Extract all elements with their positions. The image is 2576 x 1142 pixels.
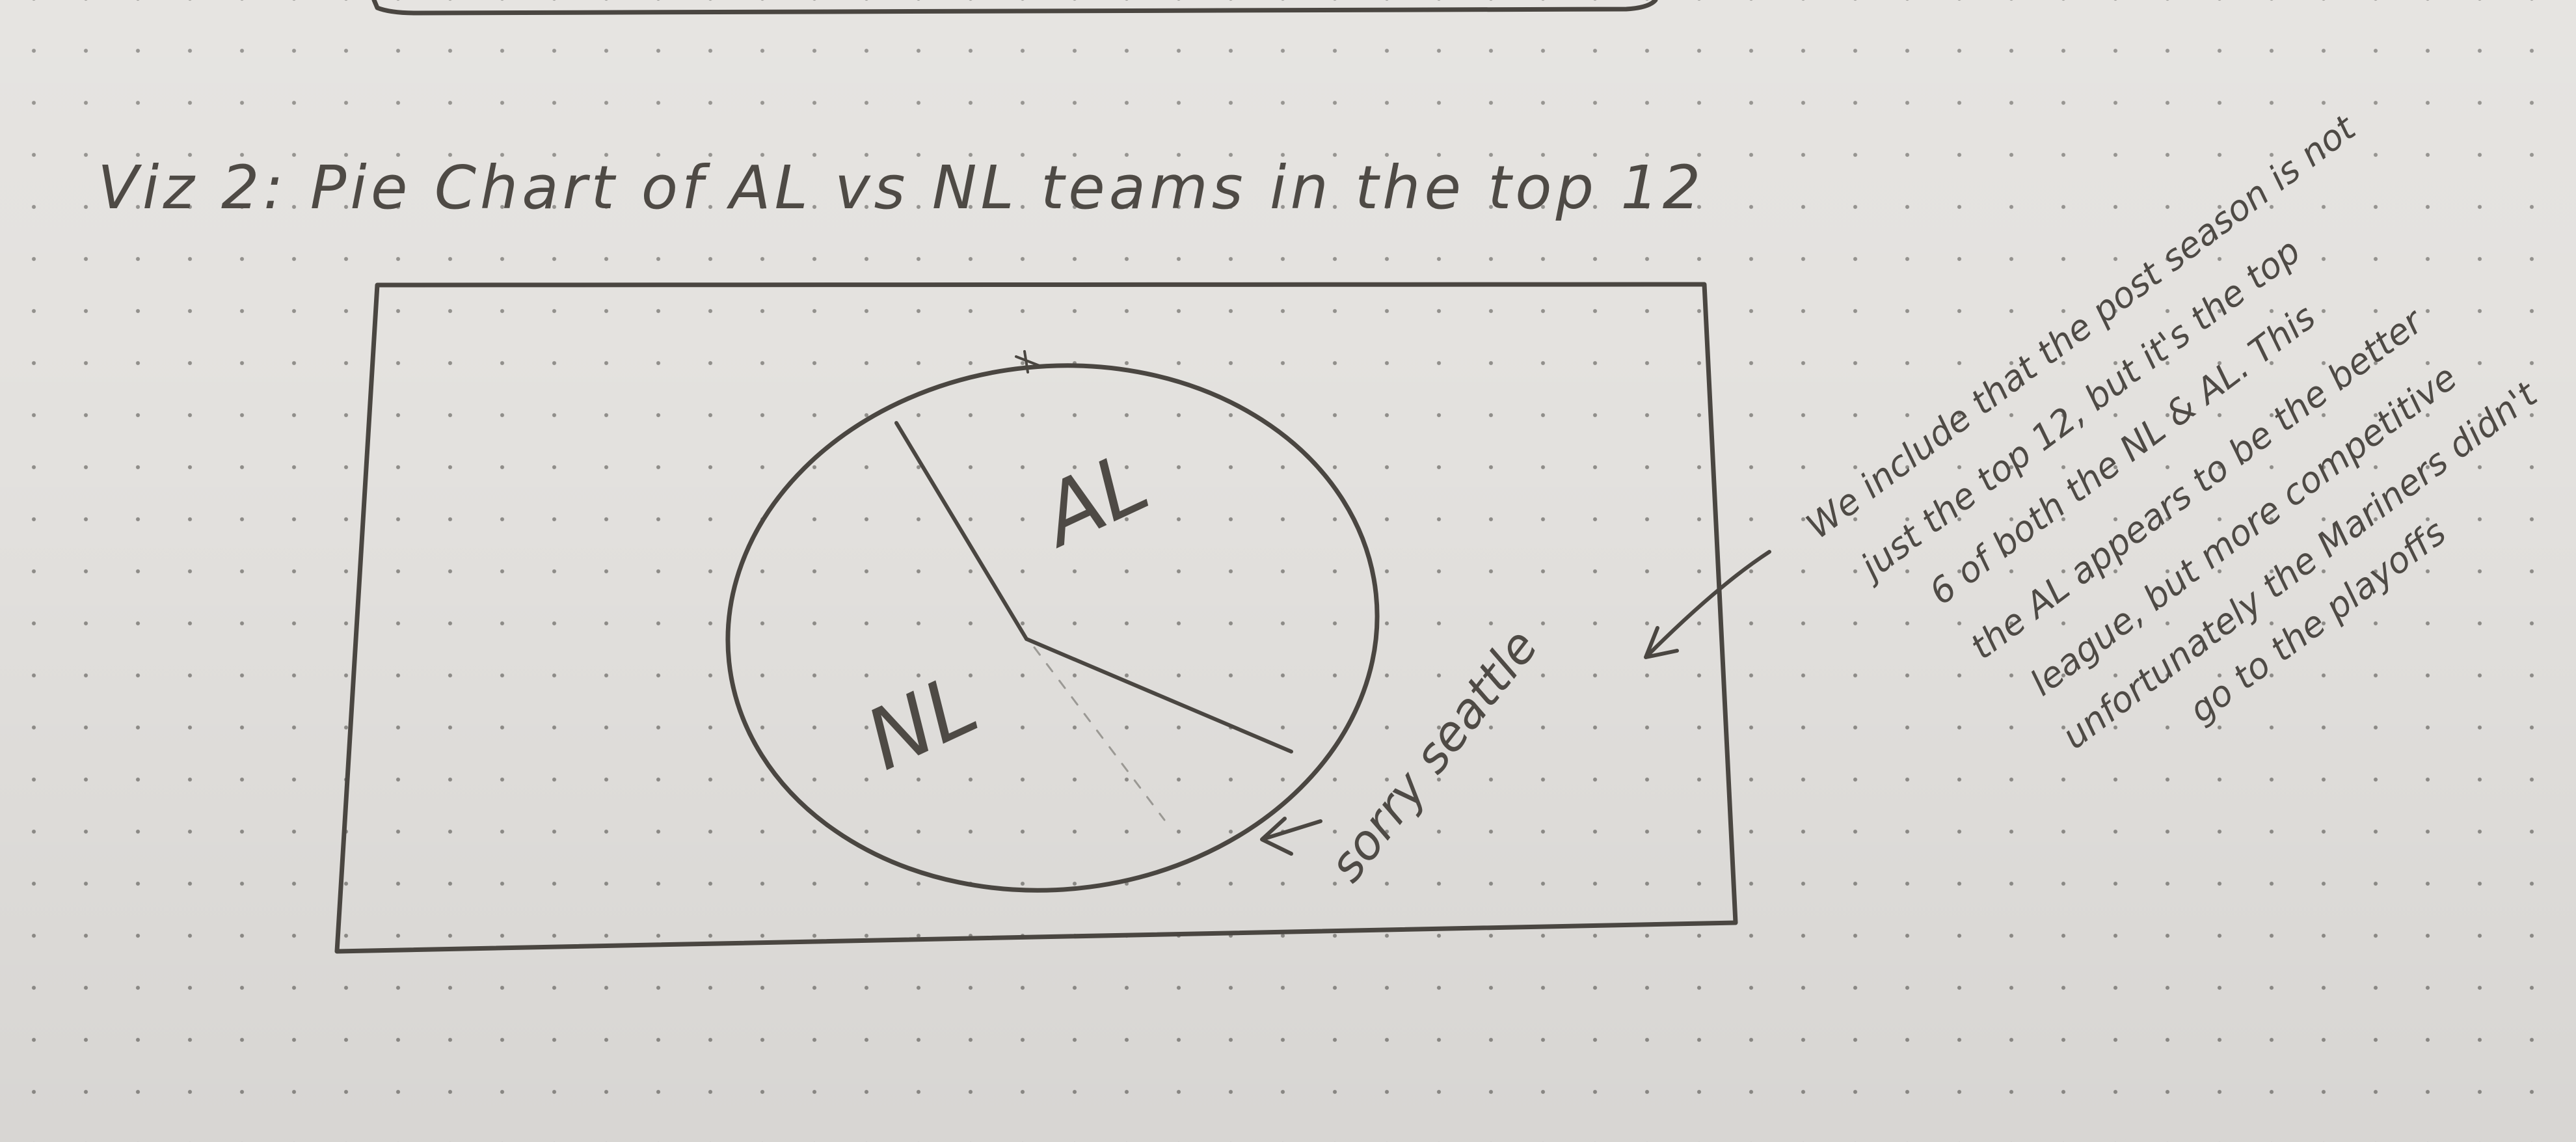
slice-label-al: AL [1024,433,1162,567]
pie-outline [725,363,1380,893]
sorry-seattle-annotation: sorry seattle [1260,619,1549,892]
pie-divider-upper [894,421,1028,641]
previous-frame-edge [371,0,1658,16]
page-title: Viz 2: Pie Chart of AL vs NL teams in th… [98,153,1704,223]
viz-frame [334,282,1738,954]
side-note: We include that the post season is not j… [1799,107,2545,757]
pie-divider-lower [1025,637,1293,754]
arrow-icon [1260,817,1322,856]
pie-divider-faint [1033,646,1166,821]
slice-label-nl: NL [852,655,991,789]
annotation-text: sorry seattle [1318,619,1548,892]
pointer-arrow-icon [1644,550,1771,659]
pie-tick-mark [1015,350,1041,374]
pie-chart: AL NL [725,350,1380,893]
